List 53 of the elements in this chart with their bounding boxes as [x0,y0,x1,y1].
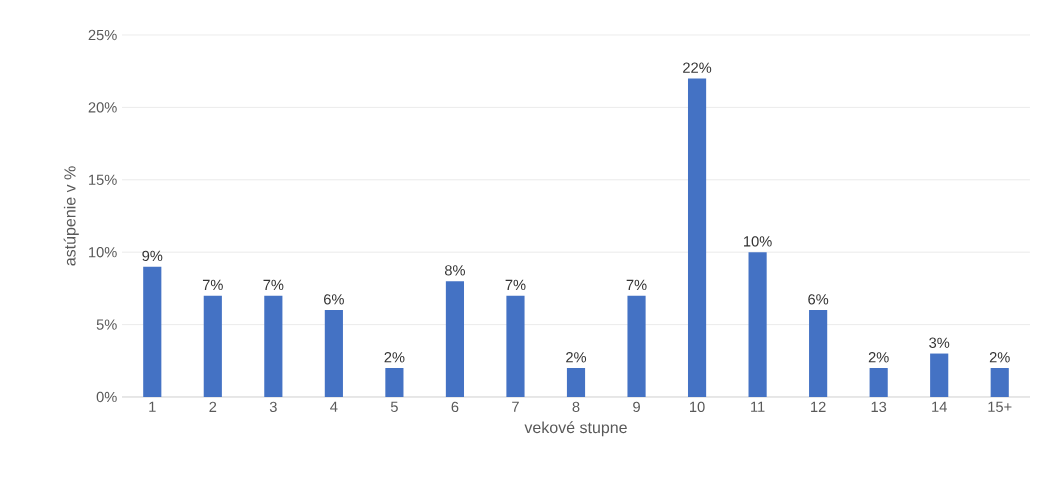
bar [809,310,828,397]
data-label: 22% [683,62,712,73]
data-label: 2% [989,352,1010,363]
bar [627,295,646,397]
x-tick-label: 13 [871,401,887,413]
bar [445,281,465,397]
x-tick-label: 12 [811,401,826,412]
bar [143,266,162,397]
bar [990,368,1009,397]
x-tick-label: 15+ [988,401,1012,412]
x-tick-label: 4 [330,401,338,412]
y-tick-label: 20% [88,102,117,113]
x-tick-label: 3 [269,401,277,413]
bar [687,78,707,397]
bar [506,295,525,397]
data-label: 6% [808,294,829,305]
bar [930,353,949,397]
y-tick-label: 0% [96,391,117,403]
x-axis-title: vekové stupne [524,421,627,437]
data-label: 10% [744,236,772,247]
x-tick-label: 5 [390,401,398,412]
data-label: 8% [444,265,465,276]
y-tick-label: 25% [88,29,117,41]
x-tick-label: 7 [512,401,519,412]
y-tick-label: 15% [89,174,117,185]
bar [566,368,586,397]
x-tick-label: 6 [451,401,459,413]
data-label: 7% [202,279,223,291]
data-label: 7% [263,279,284,291]
x-tick-label: 2 [209,401,217,412]
y-tick-label: 10% [89,247,117,258]
y-tick-label: 5% [96,319,117,330]
data-label: 2% [384,352,405,363]
data-label: 7% [626,279,647,291]
x-tick-label: 9 [633,401,640,413]
data-label: 7% [505,279,526,291]
bar [264,295,283,397]
bar [385,368,404,397]
data-label: 2% [868,352,889,363]
y-axis-title: astúpenie v % [63,166,79,266]
bar [324,310,343,397]
data-label: 2% [566,352,587,363]
x-tick-label: 1 [149,401,156,412]
data-label: 9% [142,250,163,262]
bar [869,368,888,397]
x-tick-label: 8 [572,401,580,413]
x-tick-label: 11 [751,401,765,412]
x-tick-label: 10 [690,401,705,413]
bar [748,252,767,397]
x-tick-label: 14 [932,401,947,412]
data-label: 3% [929,337,950,348]
data-label: 6% [324,294,344,305]
bar [203,295,222,397]
